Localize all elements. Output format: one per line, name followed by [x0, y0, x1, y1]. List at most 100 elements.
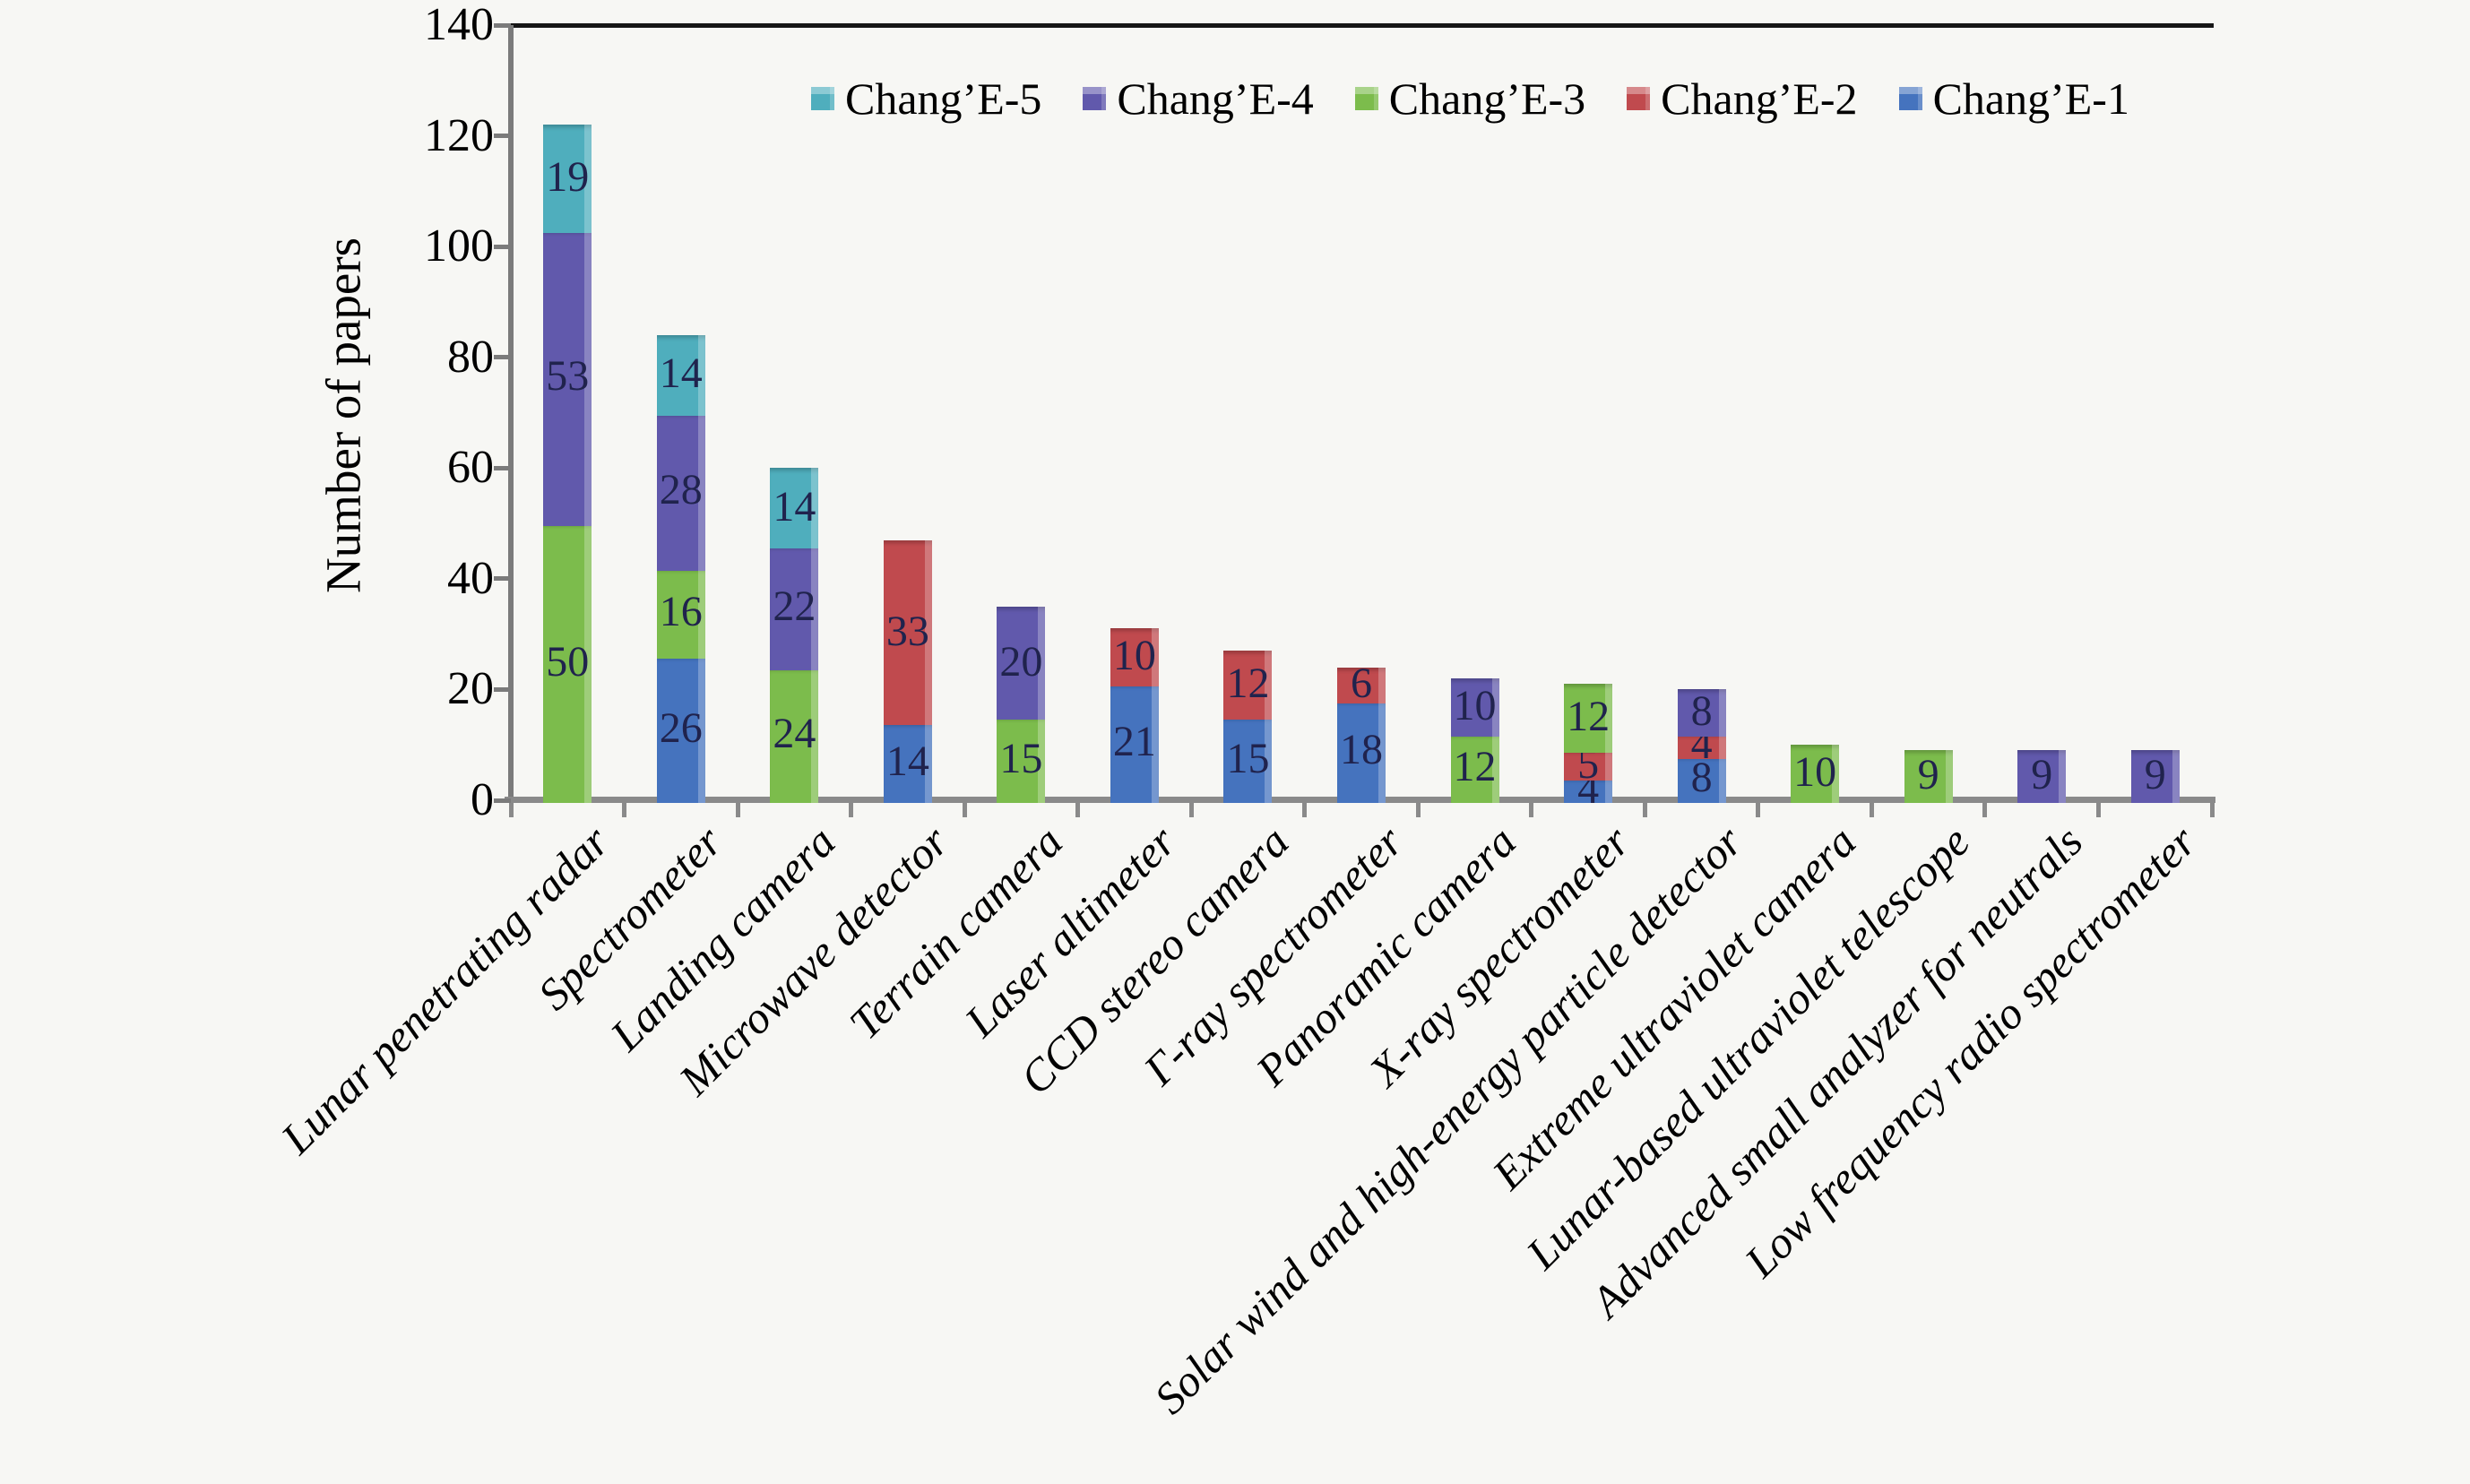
x-tick-mark — [508, 803, 514, 817]
bar-segment-label: 12 — [1453, 742, 1497, 790]
bar-segment — [1904, 750, 1953, 803]
legend-label: Chang’E-1 — [1932, 73, 2129, 124]
bar-segment — [656, 656, 705, 803]
y-tick-mark — [494, 576, 511, 582]
legend-swatch — [1083, 87, 1107, 110]
bar-segment — [997, 606, 1046, 720]
y-axis-line — [508, 25, 514, 803]
bar-segment — [1337, 667, 1386, 703]
bar-segment — [1564, 750, 1613, 781]
bar-segment — [1791, 745, 1840, 803]
bar-segment-label: 19 — [546, 152, 590, 201]
legend-item: Chang’E-1 — [1898, 73, 2129, 124]
bar-segment-label: 12 — [1226, 660, 1270, 708]
bar-segment-label: 6 — [1351, 660, 1372, 708]
y-tick-label: 80 — [447, 331, 494, 383]
y-tick-mark — [494, 134, 511, 139]
y-tick-label: 140 — [424, 0, 494, 50]
legend-swatch — [1627, 87, 1651, 110]
bar-segment — [1110, 684, 1159, 803]
bar-segment — [1223, 717, 1273, 803]
legend-swatch — [1898, 87, 1922, 110]
bar-segment-label: 20 — [999, 637, 1043, 686]
y-tick-label: 120 — [424, 109, 494, 161]
y-tick-mark — [494, 465, 511, 470]
x-tick-mark — [2209, 803, 2215, 817]
bar-segment-label: 14 — [885, 737, 929, 785]
bar-segment-label: 15 — [999, 734, 1043, 782]
bar-segment-label: 8 — [1690, 754, 1713, 802]
bar-segment-label: 8 — [1690, 687, 1713, 736]
bar-segment — [2130, 750, 2180, 803]
bar-segment-label: 9 — [2144, 751, 2166, 799]
bar-segment-label: 10 — [1793, 748, 1837, 797]
bar-segment — [1110, 628, 1159, 687]
bar-segment — [883, 539, 932, 726]
legend: Chang’E-5 Chang’E-4 Chang’E-3 Chang’E-2 Chan… — [811, 73, 2129, 124]
bar-segment — [1223, 651, 1273, 720]
bar-segment — [543, 523, 592, 803]
x-tick-mark — [1075, 803, 1081, 817]
y-tick-label: 20 — [447, 663, 494, 715]
x-tick-mark — [849, 803, 854, 817]
bar-segment-label: 26 — [659, 703, 703, 752]
x-tick-mark — [1869, 803, 1874, 817]
y-tick-mark — [494, 244, 511, 249]
bar-segment-label: 28 — [659, 466, 703, 513]
x-tick-mark — [1529, 803, 1534, 817]
x-tick-mark — [735, 803, 740, 817]
x-tick-mark — [1982, 803, 1988, 817]
x-tick-mark — [1188, 803, 1194, 817]
bar-segment — [1677, 689, 1726, 737]
bar-segment — [1564, 684, 1613, 754]
legend-label: Chang’E-3 — [1388, 73, 1586, 124]
bar-segment — [1450, 678, 1499, 737]
bar-segment-label: 10 — [1453, 681, 1497, 729]
y-tick-mark — [494, 22, 511, 28]
y-tick-label: 60 — [447, 442, 494, 494]
bar-segment — [543, 229, 592, 527]
x-tick-mark — [962, 803, 967, 817]
bar-segment-label: 10 — [1112, 632, 1156, 680]
bar-segment-label: 33 — [885, 607, 929, 655]
bar-segment — [543, 125, 592, 233]
plot-top-border — [507, 23, 2214, 28]
bar-segment-label: 16 — [659, 587, 703, 635]
y-tick-label: 40 — [447, 552, 494, 604]
legend-item: Chang’E-4 — [1083, 73, 1314, 124]
bar-segment — [997, 717, 1046, 803]
x-tick-mark — [622, 803, 627, 817]
bar-segment-label: 9 — [2031, 751, 2053, 799]
bar-segment — [1564, 778, 1613, 803]
bar-segment-label: 9 — [1917, 751, 1939, 799]
legend-item: Chang’E-2 — [1627, 73, 1858, 124]
bar-segment — [1450, 733, 1499, 803]
legend-label: Chang’E-2 — [1661, 73, 1858, 124]
y-tick-mark — [494, 798, 511, 803]
bar-segment — [770, 545, 819, 670]
bar-segment — [656, 567, 705, 660]
x-tick-mark — [1415, 803, 1421, 817]
bar-segment-label: 53 — [546, 352, 590, 401]
legend-swatch — [811, 87, 834, 110]
bar-segment — [883, 722, 932, 803]
bar-segment-label: 18 — [1340, 726, 1383, 774]
bar-segment-label: 22 — [773, 582, 816, 630]
x-tick-mark — [1756, 803, 1761, 817]
bar-segment — [2017, 750, 2067, 803]
bar-segment — [1677, 733, 1726, 759]
bar-segment — [770, 667, 819, 803]
x-tick-mark — [1302, 803, 1308, 817]
y-tick-label: 100 — [424, 220, 494, 272]
legend-item: Chang’E-3 — [1354, 73, 1586, 124]
bar-segment-label: 50 — [546, 637, 590, 686]
bar-segment — [656, 335, 705, 416]
bar-segment-label: 14 — [773, 482, 816, 531]
y-tick-mark — [494, 686, 511, 692]
bar-segment-label: 15 — [1226, 734, 1270, 782]
bar-segment-label: 12 — [1567, 693, 1611, 741]
legend-label: Chang’E-4 — [1117, 73, 1314, 124]
bar-segment-label: 24 — [773, 709, 816, 757]
y-tick-label: 0 — [471, 774, 494, 825]
